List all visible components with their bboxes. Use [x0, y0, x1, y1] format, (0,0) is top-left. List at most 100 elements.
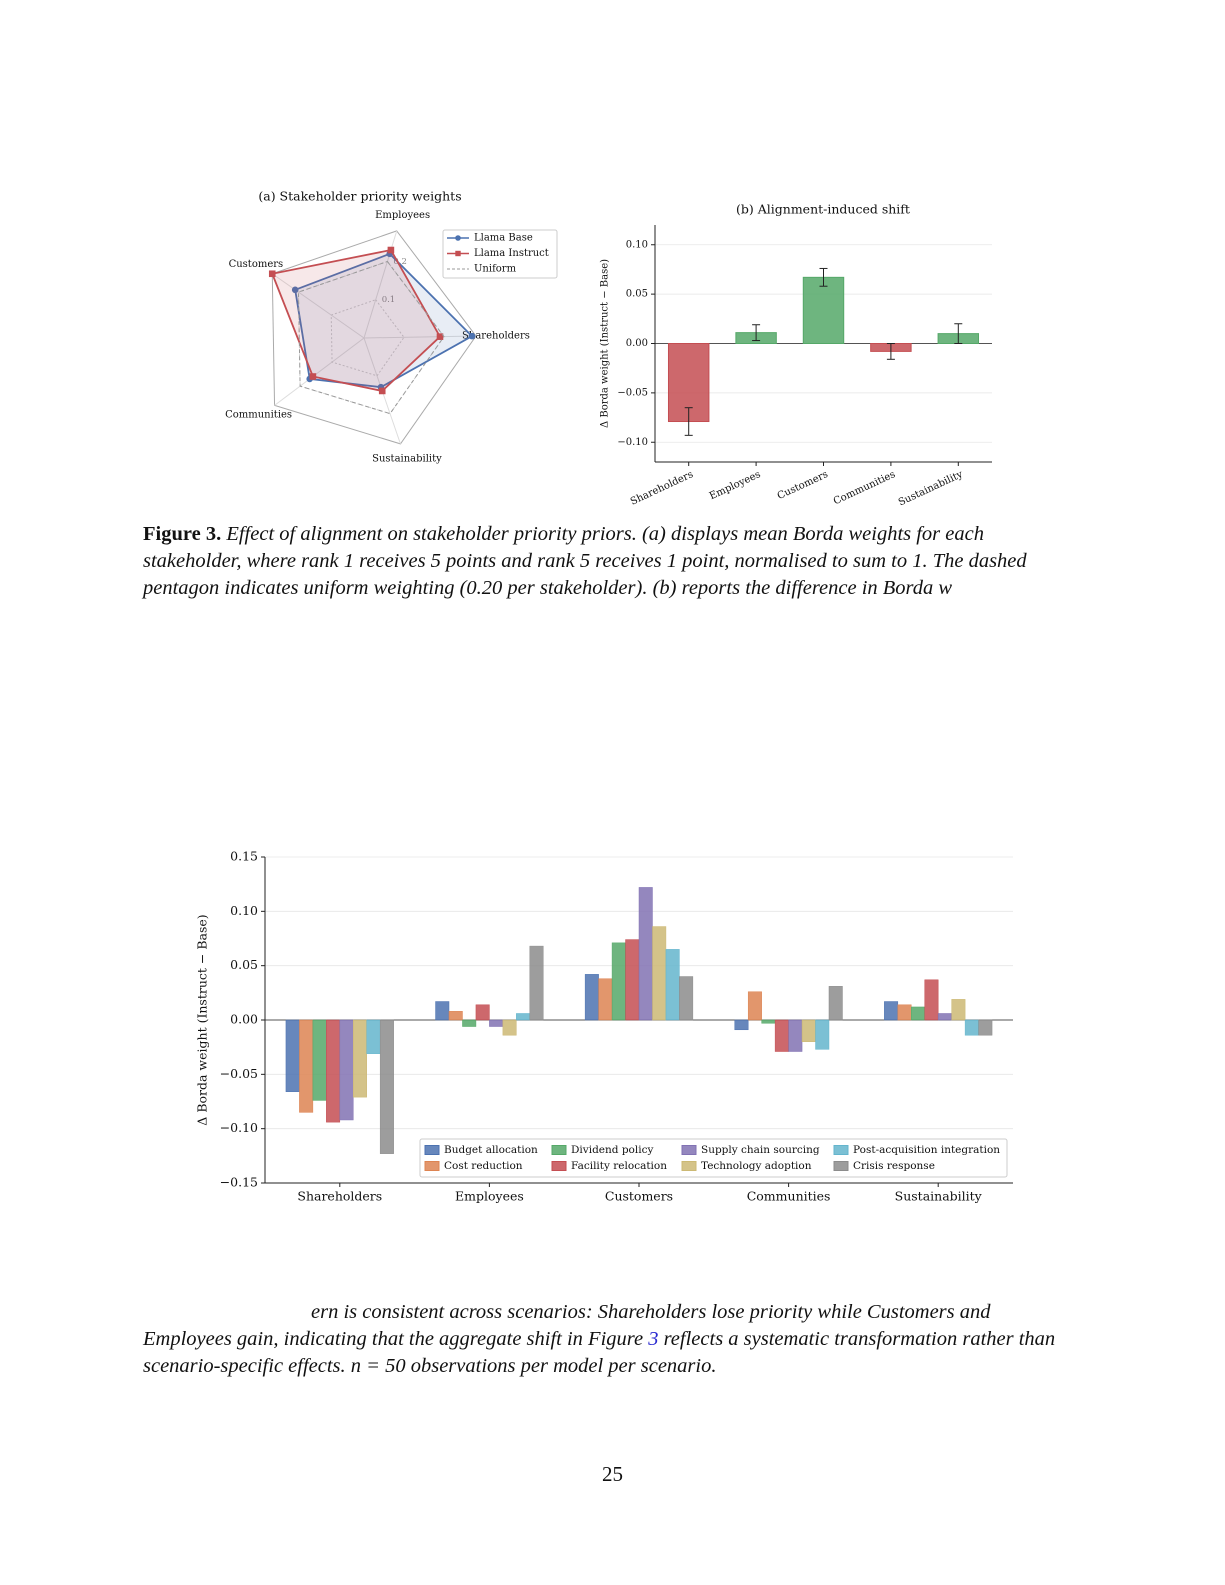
radar-point	[378, 387, 386, 395]
radar-spoke	[363, 335, 476, 339]
bar	[366, 1019, 381, 1054]
y-tick-label: 0.10	[230, 903, 258, 918]
bar	[911, 1006, 925, 1021]
bar	[353, 1019, 367, 1098]
legend-marker	[455, 250, 461, 257]
bar	[625, 939, 640, 1021]
bar	[435, 1001, 450, 1021]
y-tick-label: 0.05	[230, 957, 258, 972]
x-tick-label: Customers	[776, 469, 830, 502]
y-axis-label: Δ Borda weight (Instruct − Base)	[600, 259, 611, 428]
radar-point	[468, 332, 476, 340]
bar	[788, 1019, 803, 1052]
bar	[774, 1019, 789, 1052]
y-tick-label: −0.05	[617, 387, 648, 398]
figure-reference[interactable]: 3	[648, 1327, 659, 1350]
bar	[611, 942, 626, 1021]
legend-label: Post-acquisition integration	[853, 1144, 1000, 1156]
legend-label: Llama Instruct	[474, 248, 549, 259]
bar	[924, 979, 939, 1021]
bar	[964, 1019, 979, 1036]
x-tick-label: Shareholders	[297, 1189, 382, 1204]
bar	[339, 1019, 354, 1121]
r-tick-label: 0.2	[393, 257, 407, 267]
bar	[502, 1019, 517, 1036]
legend-swatch	[681, 1145, 697, 1155]
legend-label: Crisis response	[853, 1160, 935, 1172]
legend-label: Budget allocation	[444, 1144, 538, 1156]
y-tick-label: −0.10	[220, 1120, 258, 1135]
paragraph-text: ern is consistent across scenarios: Shar…	[143, 1301, 991, 1350]
bar	[884, 1001, 899, 1021]
bar	[584, 974, 599, 1021]
x-tick-label: Sustainability	[897, 469, 965, 509]
bar	[462, 1019, 477, 1027]
category-label: Shareholders	[462, 330, 530, 341]
radar-spoke	[271, 273, 365, 339]
y-tick-label: 0.00	[230, 1012, 258, 1027]
x-tick-label: Employees	[455, 1189, 524, 1204]
category-label: Employees	[375, 210, 430, 221]
page-number: 25	[602, 1462, 623, 1486]
bar	[734, 1019, 749, 1031]
bar	[516, 1013, 531, 1021]
bar	[312, 1019, 327, 1101]
legend-swatch	[551, 1161, 567, 1171]
y-tick-label: 0.00	[626, 338, 648, 349]
radar-point	[309, 373, 317, 380]
legend-box	[419, 1138, 1008, 1178]
y-tick-label: 0.05	[626, 289, 648, 300]
legend-swatch	[424, 1161, 440, 1171]
category-label: Customers	[229, 259, 284, 270]
legend-label: Dividend policy	[571, 1144, 653, 1156]
bar	[978, 1019, 993, 1036]
category-label: Sustainability	[372, 454, 442, 465]
chart-title: (a) Stakeholder priority weights	[258, 189, 461, 204]
figure-caption: Figure 3. Effect of alignment on stakeho…	[143, 521, 1078, 601]
bar	[638, 887, 653, 1021]
legend-label: Facility relocation	[571, 1160, 667, 1172]
x-tick-label: Communities	[747, 1189, 831, 1204]
radar-point	[387, 246, 395, 254]
legend-swatch	[833, 1161, 849, 1171]
x-tick-label: Communities	[832, 469, 897, 507]
legend-swatch	[681, 1161, 697, 1171]
bar	[448, 1011, 463, 1021]
legend-box	[442, 229, 558, 279]
y-tick-label: −0.10	[617, 437, 648, 448]
bar	[299, 1019, 314, 1113]
chart-title: (b) Alignment-induced shift	[736, 202, 910, 217]
radar-area	[297, 260, 445, 415]
paragraph: ern is consistent across scenarios: Shar…	[143, 1299, 1078, 1379]
y-tick-label: 0.15	[230, 849, 258, 864]
bar	[951, 999, 966, 1021]
y-tick-label: 0.10	[626, 239, 648, 250]
legend-label: Supply chain sourcing	[701, 1144, 820, 1156]
radar-point	[291, 286, 299, 294]
bar	[475, 1004, 490, 1021]
radar-point	[436, 333, 444, 340]
bar	[761, 1019, 776, 1024]
bar	[679, 976, 694, 1021]
legend-label: Llama Base	[474, 233, 533, 244]
bar	[815, 1019, 830, 1050]
r-tick-label: 0.1	[382, 295, 396, 305]
legend-marker	[455, 235, 461, 241]
legend-swatch	[424, 1145, 440, 1155]
bar	[489, 1019, 504, 1027]
x-tick-label: Sustainability	[895, 1189, 983, 1204]
legend-swatch	[833, 1145, 849, 1155]
bar	[897, 1004, 912, 1021]
bar	[828, 986, 843, 1021]
bar	[802, 276, 845, 344]
y-axis-label: Δ Borda weight (Instruct − Base)	[195, 914, 210, 1125]
grid-ring	[330, 299, 405, 377]
x-tick-label: Shareholders	[629, 469, 695, 508]
radar-frame	[271, 230, 477, 445]
radar-area	[271, 249, 442, 392]
bar	[665, 949, 680, 1021]
bar	[285, 1019, 300, 1092]
bar	[598, 978, 613, 1021]
